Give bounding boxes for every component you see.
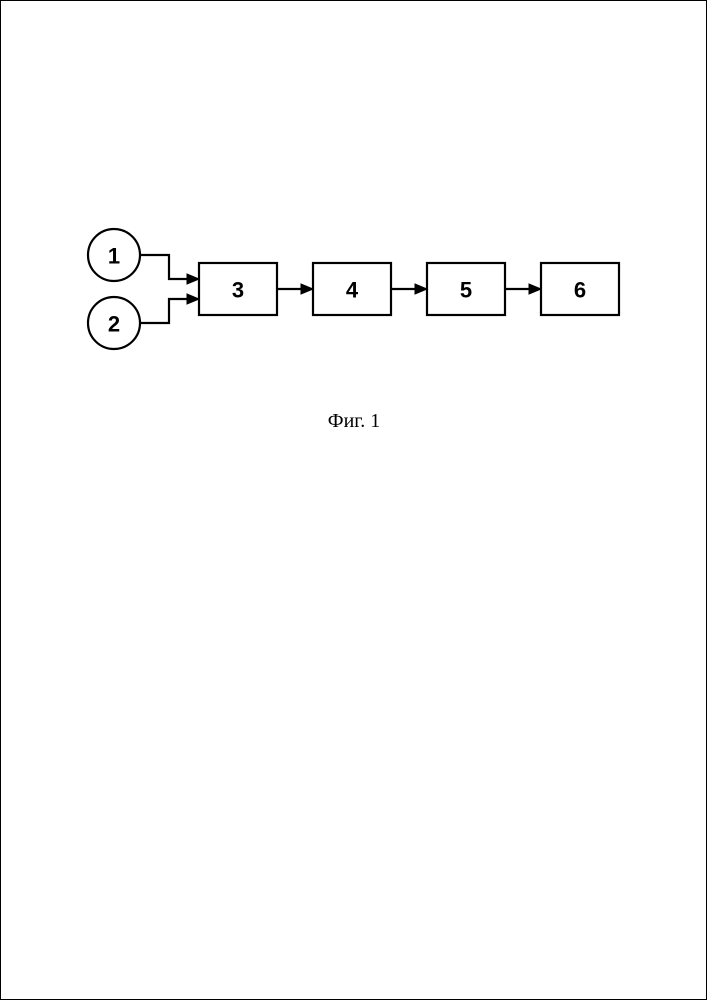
node-label-n5: 5 [460, 278, 472, 303]
figure-caption: Фиг. 1 [328, 410, 380, 432]
edge-e2 [140, 299, 187, 323]
node-label-n1: 1 [108, 244, 120, 269]
node-label-n4: 4 [346, 278, 359, 303]
node-label-n2: 2 [108, 312, 120, 337]
edge-e1 [140, 255, 187, 279]
arrowhead-e3 [301, 284, 313, 294]
arrowhead-e1 [187, 274, 199, 284]
page: 1 2 3 4 5 6 Фиг. 1 [0, 0, 707, 1000]
node-label-n6: 6 [574, 278, 586, 303]
arrowhead-e2 [187, 294, 199, 304]
arrowhead-e4 [415, 284, 427, 294]
node-label-n3: 3 [232, 278, 244, 303]
arrowhead-e5 [529, 284, 541, 294]
diagram-canvas: 1 2 3 4 5 6 Фиг. 1 [1, 1, 707, 1001]
